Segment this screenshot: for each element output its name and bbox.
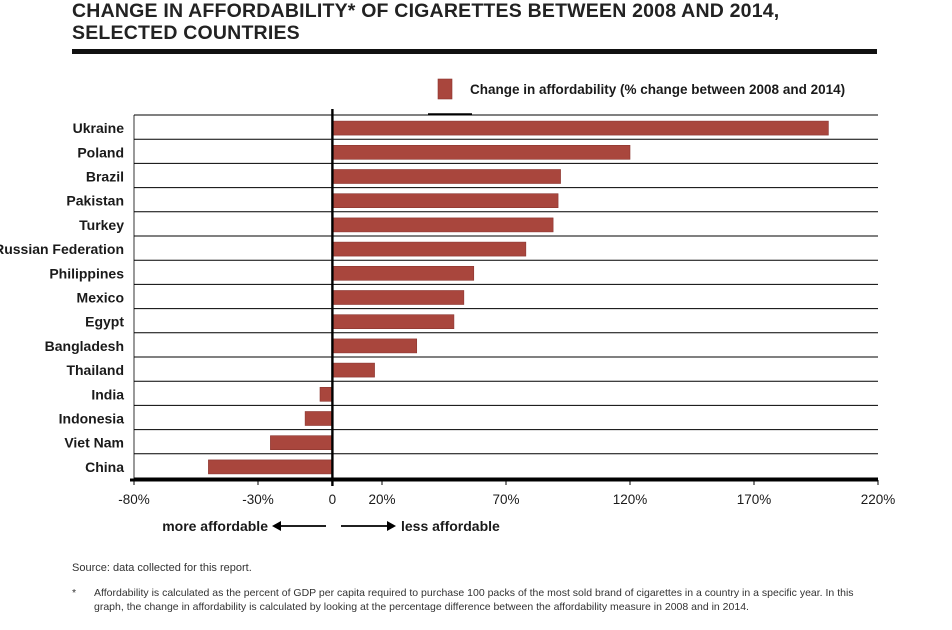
category-label: Mexico xyxy=(77,290,124,306)
footnote-marker: * xyxy=(72,587,77,599)
bar-viet-nam xyxy=(270,435,333,451)
more-affordable-label: more affordable xyxy=(162,518,268,534)
bar-chart: Ukraine Poland Brazil Pakistan Turkey Russian… xyxy=(0,78,896,534)
bar-turkey xyxy=(332,217,554,233)
bar-egypt xyxy=(332,314,455,330)
left-arrow-icon xyxy=(272,521,281,531)
x-tick-label: 170% xyxy=(737,492,772,507)
bar-bangladesh xyxy=(332,338,418,354)
x-tick-label: -30% xyxy=(242,492,274,507)
bar-russian-federation xyxy=(332,241,527,257)
category-label: Turkey xyxy=(79,217,124,233)
bar-china xyxy=(208,459,333,475)
less-affordable-label: less affordable xyxy=(401,518,500,534)
title-rule xyxy=(72,49,877,54)
legend-swatch xyxy=(437,78,453,100)
category-label: China xyxy=(85,459,124,475)
bar-philippines xyxy=(332,265,475,281)
footnote: * Affordability is calculated as the per… xyxy=(72,586,872,614)
source-note: Source: data collected for this report. xyxy=(72,562,252,574)
category-label: Ukraine xyxy=(73,120,125,136)
bar-poland xyxy=(332,145,631,160)
bar-pakistan xyxy=(332,193,559,208)
category-label: Pakistan xyxy=(66,193,124,209)
x-tick-label: 20% xyxy=(368,492,395,507)
category-label: Thailand xyxy=(66,362,124,378)
category-label: Bangladesh xyxy=(45,338,124,354)
bar-mexico xyxy=(332,290,465,305)
bar-thailand xyxy=(332,362,375,378)
category-label: Russian Federation xyxy=(0,241,124,257)
category-label: Viet Nam xyxy=(64,435,124,451)
chart-title: CHANGE IN AFFORDABILITY* OF CIGARETTES B… xyxy=(72,0,780,44)
bar-indonesia xyxy=(304,411,333,426)
category-label: Poland xyxy=(77,144,124,160)
category-label: Philippines xyxy=(49,265,124,281)
x-tick-label: 0 xyxy=(329,492,337,507)
x-tick-label: -80% xyxy=(118,492,150,507)
bar-india xyxy=(319,386,333,402)
right-arrow-icon xyxy=(387,521,396,531)
footnote-text: Affordability is calculated as the perce… xyxy=(94,587,854,613)
x-tick-label: 120% xyxy=(613,492,648,507)
category-label: Indonesia xyxy=(59,411,125,427)
legend-label: Change in affordability (% change betwee… xyxy=(470,82,845,97)
category-label: Brazil xyxy=(86,169,124,185)
bar-brazil xyxy=(332,169,561,184)
x-tick-label: 70% xyxy=(492,492,519,507)
bar-ukraine xyxy=(332,120,829,136)
category-label: Egypt xyxy=(85,314,124,330)
category-label: India xyxy=(91,386,124,402)
x-tick-label: 220% xyxy=(861,492,896,507)
